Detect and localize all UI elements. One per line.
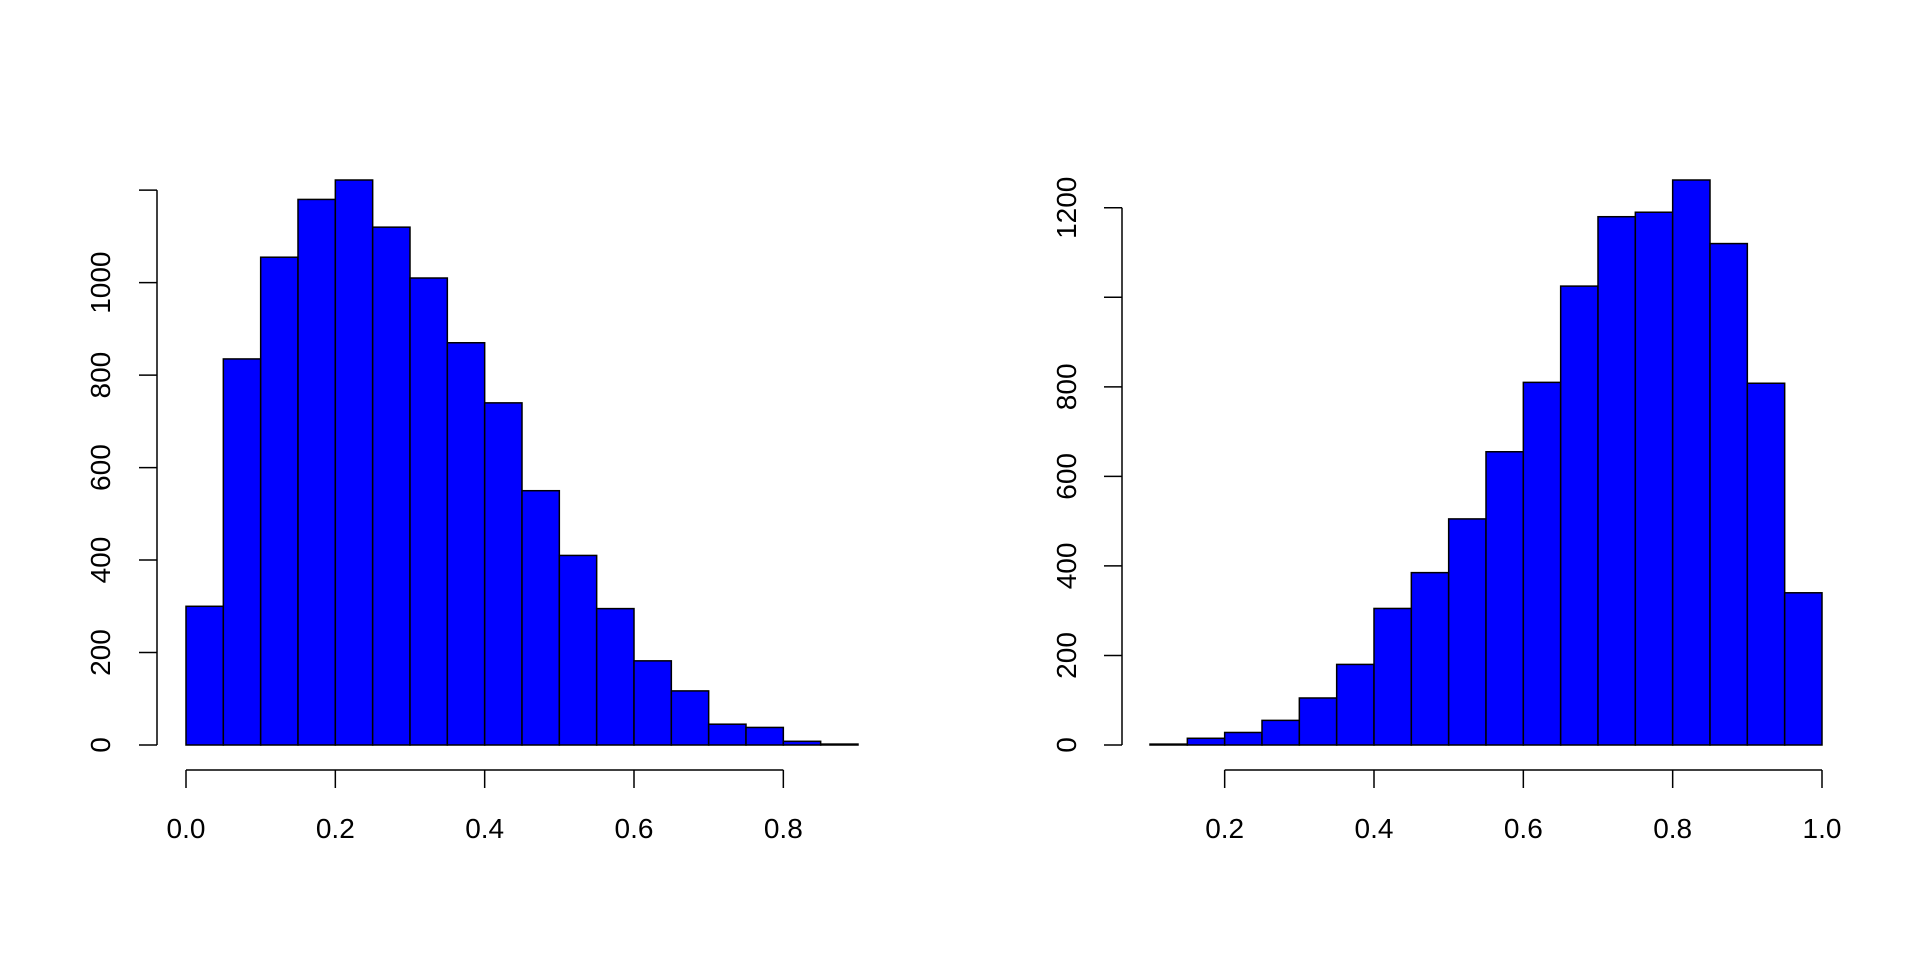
x-tick-label: 0.4 <box>1355 813 1394 844</box>
histogram-bar <box>1186 737 1226 746</box>
histogram-bar <box>1223 731 1263 746</box>
x-tick-label: 0.2 <box>316 813 355 844</box>
histogram-bar <box>1447 518 1487 746</box>
histogram-bar <box>297 198 337 746</box>
y-tick-label: 600 <box>1051 453 1082 500</box>
histogram-bar <box>707 723 747 746</box>
left-histogram-panel: 0.0 0.2 0.4 0.6 0.8 0 200 400 600 800 1000 <box>85 179 859 844</box>
x-tick-label: 0.2 <box>1205 813 1244 844</box>
histogram-bar <box>558 554 598 746</box>
x-tick-label: 0.8 <box>764 813 803 844</box>
y-tick-label: 1200 <box>1051 177 1082 239</box>
histogram-bar <box>633 660 673 746</box>
histogram-bar <box>483 402 523 746</box>
histogram-bar <box>1709 242 1749 746</box>
histogram-bar <box>670 690 710 746</box>
x-tick-label: 0.0 <box>167 813 206 844</box>
histogram-bar <box>595 607 635 746</box>
histogram-bar <box>1559 285 1599 746</box>
histogram-bar <box>1746 382 1786 746</box>
histogram-bar <box>334 179 374 746</box>
histogram-bar <box>222 358 262 746</box>
histogram-bar <box>1485 451 1525 746</box>
x-tick-label: 0.6 <box>1504 813 1543 844</box>
histogram-bar <box>446 341 486 746</box>
histogram-bar <box>1597 215 1637 746</box>
histogram-bar <box>371 226 411 746</box>
y-tick-label: 800 <box>1051 363 1082 410</box>
x-tick-label: 0.6 <box>615 813 654 844</box>
histogram-bar <box>521 489 561 746</box>
x-tick-label: 1.0 <box>1803 813 1842 844</box>
histogram-bar <box>1149 743 1189 746</box>
y-tick-label: 200 <box>1051 632 1082 679</box>
histogram-bar <box>1261 719 1301 746</box>
histogram-bar <box>1783 592 1823 746</box>
right-histogram-panel: 0.2 0.4 0.6 0.8 1.0 0 200 400 600 800 1200 <box>1051 177 1841 844</box>
histogram-bar <box>409 277 449 746</box>
y-tick-label: 600 <box>85 444 116 491</box>
histogram-bar <box>819 743 859 746</box>
y-tick-label: 400 <box>1051 543 1082 590</box>
x-tick-label: 0.8 <box>1653 813 1692 844</box>
histogram-bar <box>1410 571 1450 746</box>
histogram-bar <box>1634 211 1674 746</box>
histogram-bar <box>1522 381 1562 746</box>
y-tick-label: 400 <box>85 537 116 584</box>
y-tick-label: 0 <box>85 737 116 753</box>
y-tick-label: 800 <box>85 352 116 399</box>
histogram-bar <box>259 256 299 746</box>
x-tick-label: 0.4 <box>465 813 504 844</box>
histogram-bar <box>782 740 822 746</box>
y-tick-label: 200 <box>85 629 116 676</box>
histogram-bar <box>185 605 225 746</box>
histogram-bar <box>1671 179 1711 746</box>
y-tick-label: 1000 <box>85 251 116 313</box>
histogram-bar <box>1298 697 1338 746</box>
histogram-bar <box>745 726 785 746</box>
histogram-bar <box>1335 663 1375 746</box>
histogram-bar <box>1373 607 1413 746</box>
y-tick-label: 0 <box>1051 737 1082 753</box>
